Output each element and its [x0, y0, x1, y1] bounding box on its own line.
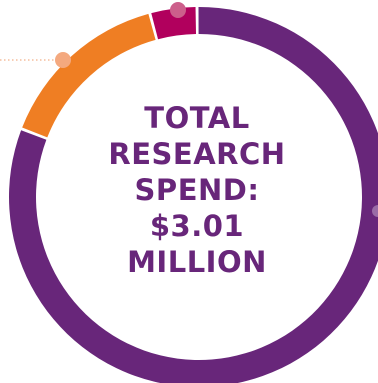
center-label-line-1: TOTAL	[144, 101, 250, 135]
orange-slice-marker	[55, 52, 71, 68]
total-spend-label: TOTAL RESEARCH SPEND: $3.01 MILLION	[92, 100, 302, 280]
purple-slice-marker	[372, 205, 378, 217]
magenta-slice-marker	[170, 2, 186, 18]
donut-slice-1	[151, 7, 197, 40]
center-label-line-2: RESEARCH	[108, 137, 286, 171]
donut-slice-3	[22, 13, 156, 138]
center-label-line-4: $3.01	[149, 209, 245, 243]
center-label-line-3: SPEND:	[134, 173, 260, 207]
center-label-line-5: MILLION	[127, 245, 267, 279]
